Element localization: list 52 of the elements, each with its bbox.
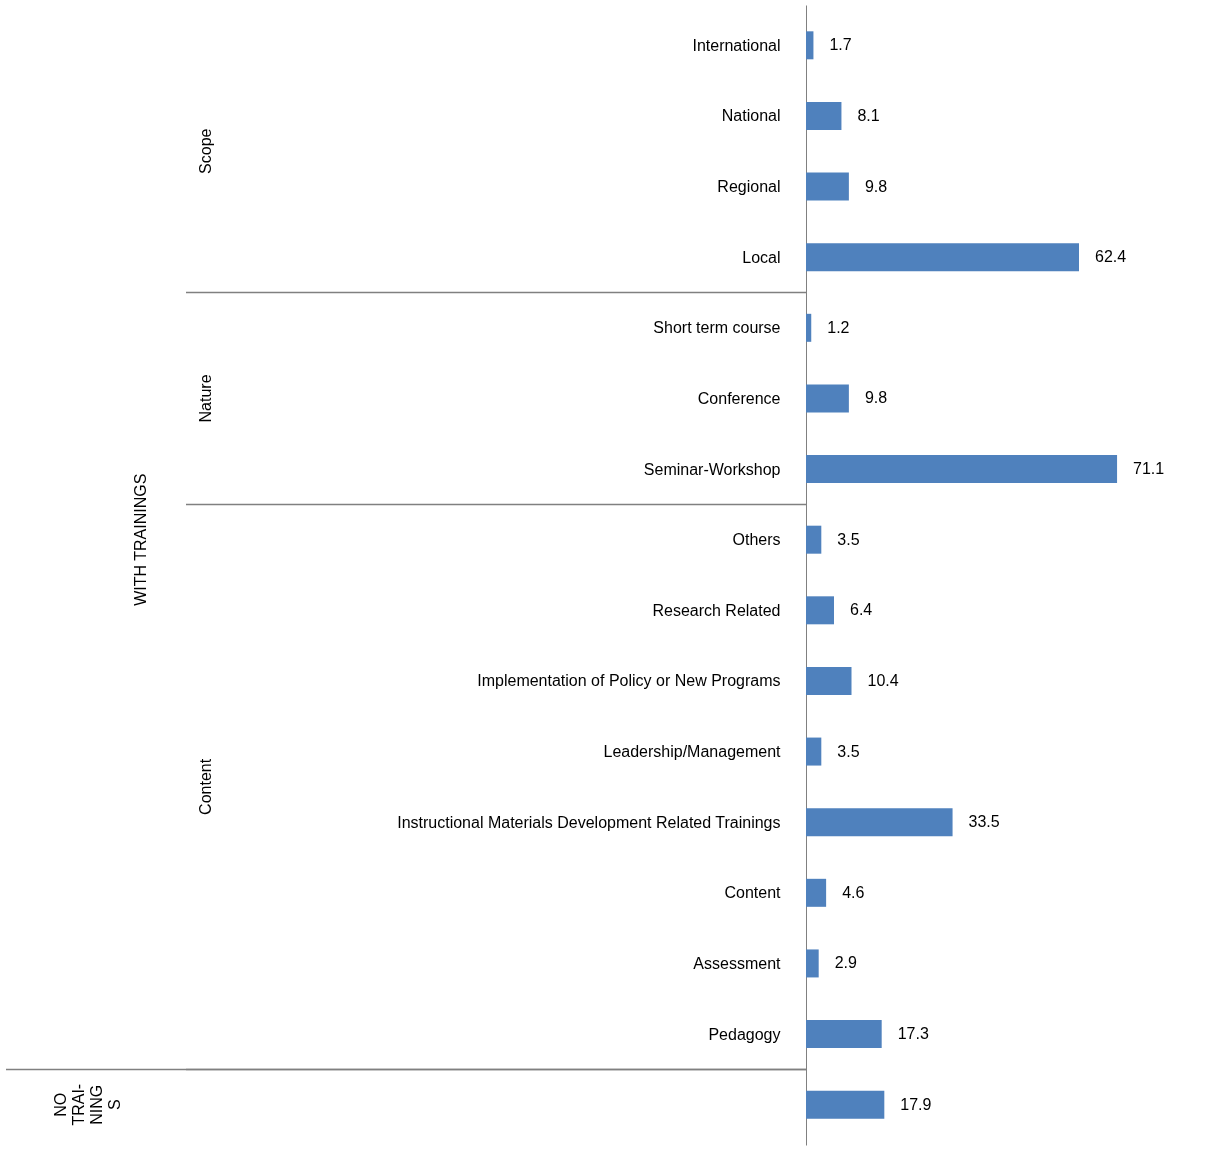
y-tick-label: Content — [724, 884, 782, 902]
data-label: 6.4 — [850, 601, 873, 619]
y-tick-label: Research Related — [652, 601, 781, 619]
data-label: 4.6 — [842, 883, 865, 901]
y-tick-label: Instructional Materials Development Related Trainings — [397, 813, 781, 831]
bar — [806, 31, 814, 60]
y-tick-label: Conference — [697, 389, 781, 407]
y-tick-label: Leadership/Management — [603, 743, 782, 761]
y-tick-label: Assessment — [693, 954, 782, 972]
data-label: 62.4 — [1095, 248, 1127, 266]
data-label: 9.8 — [864, 389, 888, 407]
bar — [806, 737, 822, 766]
bar — [806, 313, 812, 342]
data-label: 17.9 — [900, 1095, 932, 1113]
bar — [806, 243, 1079, 272]
bar — [806, 384, 849, 413]
text: Content — [197, 758, 214, 815]
data-label: 71.1 — [1133, 460, 1165, 478]
y-tick-label: National — [721, 107, 781, 125]
data-label: 10.4 — [867, 671, 899, 689]
data-label: 3.5 — [837, 530, 860, 548]
bar — [806, 1090, 885, 1119]
y-tick-label: Implementation of Policy or New Programs — [477, 672, 781, 690]
data-label: 9.8 — [864, 177, 888, 195]
data-label: 1.7 — [829, 36, 852, 54]
bar — [806, 596, 834, 625]
y-tick-label: Seminar-Workshop — [643, 460, 781, 478]
y-tick-label: Pedagogy — [708, 1025, 781, 1043]
text: Nature — [197, 374, 214, 423]
bar — [806, 808, 953, 837]
bar — [806, 1020, 882, 1049]
y-tick-label: Short term course — [653, 319, 781, 337]
bar — [806, 172, 849, 201]
data-label: 17.3 — [897, 1025, 929, 1043]
data-label: 2.9 — [834, 954, 858, 972]
data-label: 1.2 — [827, 318, 850, 336]
data-label: 8.1 — [857, 106, 880, 124]
bar — [806, 949, 819, 978]
text: WITH TRAININGS — [132, 473, 149, 606]
data-label: 3.5 — [837, 742, 860, 760]
y-tick-label: International — [692, 36, 781, 54]
bar — [806, 878, 827, 907]
bar — [806, 101, 842, 130]
y-tick-label: Local — [742, 248, 781, 266]
bar — [806, 525, 822, 554]
y-tick-label: Others — [732, 531, 781, 549]
bar — [806, 455, 1118, 484]
text: Scope — [197, 128, 214, 174]
bar — [806, 666, 852, 695]
y-tick-label: Regional — [717, 178, 781, 196]
text: NO TRAI- NING S — [52, 1083, 123, 1126]
data-label: 33.5 — [968, 813, 1000, 831]
